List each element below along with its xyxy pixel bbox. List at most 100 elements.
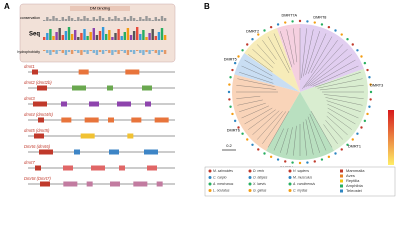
tip-marker [233,119,237,123]
phylogenetic-tree: DMRT8DMRT3DMRT1DMRT4DMRT6DMRT5DMRT2DMRT7… [224,14,384,170]
clade-sector [234,52,300,92]
domain-title: DM binding [90,6,110,11]
species-symbol [248,189,252,192]
hydro-bar [126,50,130,55]
conservation-bar [160,16,164,21]
logo-letter [52,36,55,40]
branch [326,115,348,135]
logo-letter [114,33,117,40]
figure: A DM binding conservation Seq hydrophobi… [4,2,396,197]
exon [110,181,120,187]
logo-letter [151,29,154,40]
exon [154,117,169,123]
class-name: Amphibia [346,183,363,188]
logo-letter [80,33,83,40]
species-name: D. rerio [253,169,264,173]
conservation-bar [61,17,64,21]
exon [108,117,114,123]
tip-marker [291,20,294,23]
hydro-bar [123,50,126,53]
branch [301,28,307,79]
tip-marker [363,61,367,65]
gene-name: dmrt4 (dmrt4/5) [24,112,53,117]
logo-letter [67,27,71,40]
logo-letter [43,37,46,40]
logo-letter [120,36,123,40]
hydro-bar [139,50,142,53]
species-symbol [248,169,252,173]
species-name: M. musculus [293,175,312,179]
tip-marker [257,148,260,151]
branch [262,111,287,144]
exon [39,149,53,155]
scale-label: 0.2 [226,143,232,148]
logo-letter [95,35,99,40]
hydro-bar [77,50,80,53]
tip-marker [237,126,240,129]
logo-letter [86,36,89,40]
species-name: L. oculatus [213,188,230,192]
branch [325,97,363,106]
branch [303,44,343,88]
conservation-bar [49,19,52,21]
exon [63,181,78,187]
exon [34,133,44,139]
conservation-bar [114,16,117,21]
exon [131,117,142,123]
conservation-bar [151,20,154,21]
hydro-bar [80,50,83,55]
tip-marker [351,43,354,46]
exon [147,165,157,171]
branch [286,127,293,155]
exon [145,101,151,107]
branch [241,65,273,80]
domain-header [70,6,130,11]
hydro-bar [120,50,123,51]
branch [244,107,273,125]
branch [248,54,273,73]
conservation-bar [126,19,130,21]
class-name: Aves [346,173,355,178]
logo-letter [61,35,64,40]
branch [317,78,363,89]
tip-marker [298,19,302,23]
branch [310,59,356,87]
species-name: G. gallus [253,188,267,192]
tip-marker [291,161,294,164]
hydro-bar [163,50,167,54]
tip-marker [251,143,254,146]
tip-marker [334,152,337,155]
branch [252,49,274,69]
conservation-bar [145,16,148,21]
branch [327,111,352,130]
panel-label: B [204,2,210,11]
logo-letter [123,32,126,40]
tip-marker [360,55,363,58]
conservation-bar [74,20,77,21]
tip-marker [368,76,371,79]
gene-name: dmrt1 [24,64,35,69]
hydro-bar [114,50,117,52]
hydro-bar [43,50,46,51]
row-label: hydrophobicity [17,50,40,54]
conservation-bar [139,17,142,21]
hydro-bar [145,50,148,52]
hydro-bar [58,50,61,51]
conservation-bar [136,20,139,21]
panel-label: A [4,2,10,11]
species-symbol [288,176,292,179]
hydro-bar [64,50,68,55]
species-symbol [208,182,212,186]
tip-marker [320,23,324,26]
hydro-bar [49,50,52,55]
class-swatch [340,169,343,173]
branch [236,96,261,99]
exon [63,165,73,171]
hydro-bar [70,50,74,54]
row-label: Seq [29,32,40,38]
exon [119,165,125,171]
branch [293,125,297,156]
logo-letter [142,30,145,40]
hydro-bar [86,50,89,54]
exon [38,117,44,123]
